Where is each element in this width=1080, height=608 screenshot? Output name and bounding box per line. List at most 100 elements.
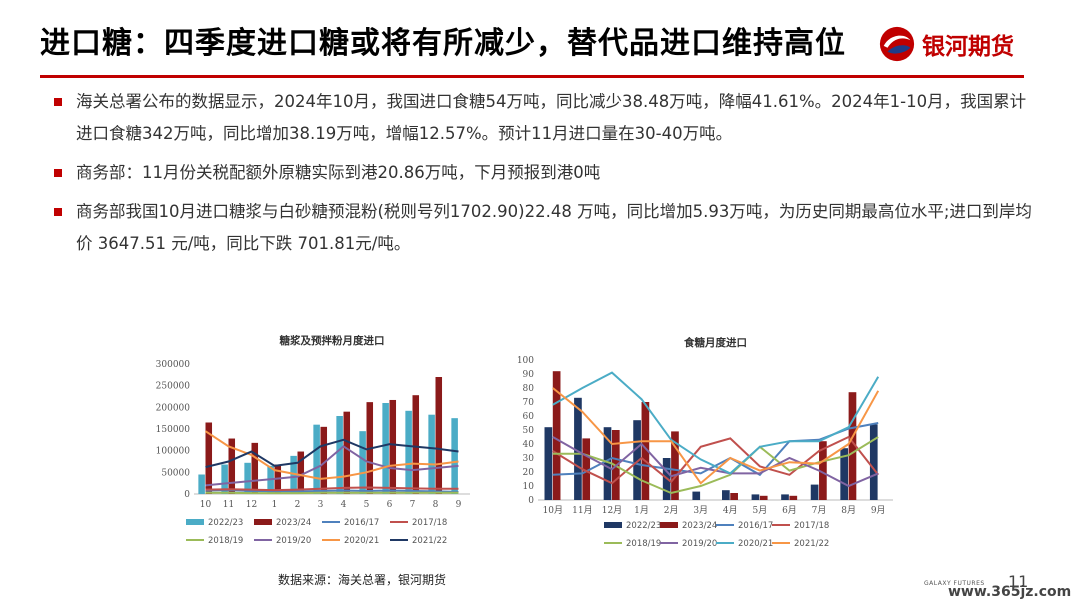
line-2017-18	[205, 486, 459, 492]
legend-swatch	[660, 522, 678, 528]
x-tick-label: 2	[295, 500, 301, 510]
x-tick-label: 4	[341, 500, 347, 510]
legend-label: 2023/24	[276, 518, 311, 528]
chart-title: 食糖月度进口	[683, 336, 747, 349]
title-bar: 进口糖：四季度进口糖或将有所减少，替代品进口维持高位 银河期货	[0, 0, 1080, 78]
legend-label: 2019/20	[682, 539, 717, 549]
y-tick-label: 50	[523, 426, 535, 436]
x-tick-label: 11	[223, 500, 234, 510]
y-tick-label: 300000	[156, 360, 191, 370]
legend-label: 2020/21	[344, 536, 379, 546]
x-tick-label: 8月	[841, 505, 856, 516]
y-tick-label: 70	[523, 398, 535, 408]
bullet-item: 海关总署公布的数据显示，2024年10月，我国进口食糖54万吨，同比减少38.4…	[48, 86, 1038, 150]
bar-2023-24	[389, 399, 397, 494]
x-tick-label: 11月	[572, 505, 592, 516]
bar-2022-23	[840, 448, 849, 500]
syrup-premix-import-chart-svg: 糖浆及预拌粉月度进口 0 50000 100000 150000 200000 250000…	[156, 334, 470, 546]
legend-label: 2016/17	[344, 518, 379, 528]
bar-2023-24	[297, 451, 305, 494]
legend-label: 2022/23	[626, 521, 661, 531]
bar-2022-23	[428, 414, 435, 494]
x-tick-label: 9月	[871, 505, 886, 516]
chart-title: 糖浆及预拌粉月度进口	[280, 334, 385, 347]
bar-2022-23	[869, 424, 878, 500]
bar-2023-24	[582, 438, 591, 500]
x-tick-label: 9	[456, 500, 462, 510]
x-tick-label: 3	[318, 500, 324, 510]
bullet-text: 商务部我国10月进口糖浆与白砂糖预混粉(税则号列1702.90)22.48 万吨…	[76, 202, 1032, 253]
y-tick-label: 200000	[156, 403, 191, 413]
y-tick-label: 100	[517, 356, 534, 366]
logo-text: 银河期货	[922, 34, 1014, 60]
legend-label: 2018/19	[626, 539, 661, 549]
bar-2022-23	[692, 491, 701, 500]
bar-2022-23	[722, 490, 730, 500]
bar-2023-24	[848, 392, 857, 500]
y-tick-label: 0	[528, 496, 534, 506]
line-2021-22	[552, 387, 880, 485]
syrup-premix-import-chart: 糖浆及预拌粉月度进口 0 50000 100000 150000 200000 250000…	[150, 328, 480, 556]
watermark: www.365jz.com	[948, 584, 1072, 600]
legend-label: 2019/20	[276, 536, 311, 546]
legend-label: 2018/19	[208, 536, 243, 546]
y-tick-label: 30	[523, 454, 535, 464]
x-tick-label: 6	[387, 500, 393, 510]
y-tick-label: 150000	[156, 425, 191, 435]
bar-2022-23	[359, 431, 366, 494]
slide-title: 进口糖：四季度进口糖或将有所减少，替代品进口维持高位	[40, 26, 846, 61]
y-tick-label: 100000	[156, 447, 191, 457]
y-tick-label: 10	[523, 482, 535, 492]
company-logo: 银河期货	[878, 24, 1014, 64]
y-tick-label: 90	[523, 370, 535, 380]
data-source: 数据来源：海关总署，银河期货	[278, 573, 447, 587]
bar-2023-24	[205, 422, 213, 494]
x-tick-label: 5	[364, 500, 370, 510]
bar-2022-23	[221, 464, 228, 494]
bar-2022-23	[313, 424, 320, 494]
x-tick-label: 5月	[753, 505, 768, 516]
line-2021-22	[205, 438, 459, 469]
legend-label: 2016/17	[738, 521, 773, 531]
bar-2022-23	[603, 427, 612, 500]
legend-label: 2020/21	[738, 539, 773, 549]
y-tick-label: 50000	[161, 468, 190, 478]
bar-2022-23	[574, 397, 582, 500]
x-tick-label: 7	[410, 500, 416, 510]
bar-2022-23	[336, 416, 343, 494]
bar-2022-23	[810, 484, 819, 500]
bar-2023-24	[641, 402, 650, 500]
x-tick-label: 12	[246, 500, 257, 510]
x-tick-label: 12月	[602, 505, 622, 516]
legend-swatch	[604, 522, 622, 528]
bullet-text: 海关总署公布的数据显示，2024年10月，我国进口食糖54万吨，同比减少38.4…	[76, 92, 1027, 143]
bullet-text: 商务部：11月份关税配额外原糖实际到港20.86万吨，下月预报到港0吨	[76, 163, 601, 182]
y-tick-label: 80	[523, 384, 535, 394]
legend-swatch	[254, 519, 272, 525]
line-2020-21	[552, 371, 880, 475]
legend-label: 2017/18	[412, 518, 447, 528]
legend-label: 2021/22	[794, 539, 829, 549]
line-2016-17	[205, 489, 459, 493]
legend-label: 2023/24	[682, 521, 717, 531]
sugar-import-chart: 食糖月度进口 0 10 20 30 40 50 60 70 80 90 100 10月 11月 12月 1月 2…	[508, 328, 900, 556]
bar-2023-24	[759, 495, 768, 500]
y-tick-label: 40	[523, 440, 535, 450]
x-tick-label: 1	[272, 500, 278, 510]
bar-2022-23	[290, 455, 297, 494]
x-tick-label: 3月	[693, 505, 708, 516]
bar-2023-24	[320, 426, 328, 494]
bar-2023-24	[343, 411, 351, 494]
galaxy-logo-icon	[879, 26, 915, 62]
bar-2022-23	[633, 420, 641, 500]
sugar-import-chart-svg: 食糖月度进口 0 10 20 30 40 50 60 70 80 90 100 10月 11月 12月 1月 2…	[517, 336, 893, 549]
bullet-item: 商务部：11月份关税配额外原糖实际到港20.86万吨，下月预报到港0吨	[48, 157, 1038, 189]
bar-2023-24	[789, 495, 798, 500]
bar-2023-24	[730, 493, 738, 500]
y-tick-label: 0	[184, 490, 190, 500]
bar-2022-23	[451, 418, 458, 494]
bar-2023-24	[251, 442, 259, 494]
x-tick-label: 7月	[812, 505, 827, 516]
line-2017-18	[552, 435, 879, 485]
x-tick-label: 6月	[782, 505, 797, 516]
